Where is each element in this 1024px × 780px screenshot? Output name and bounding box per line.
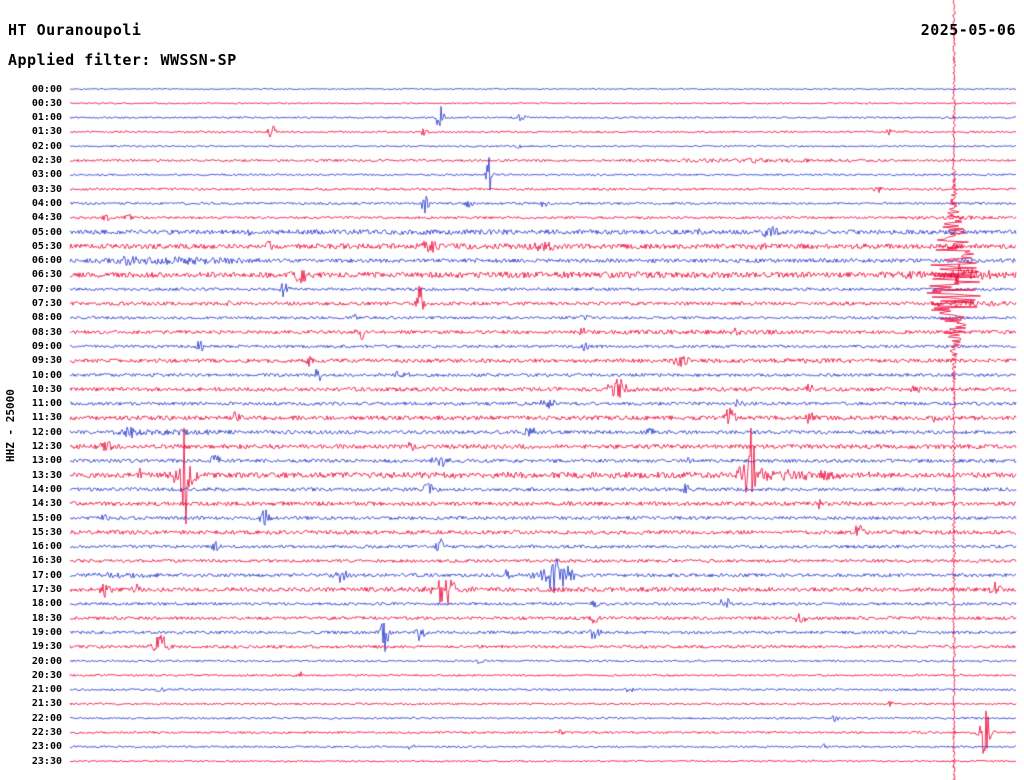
time-label: 16:30 [31, 555, 62, 567]
time-label: 07:30 [31, 298, 62, 309]
time-label: 06:30 [31, 269, 62, 281]
time-label: 05:30 [31, 240, 62, 252]
time-label: 09:30 [31, 355, 62, 367]
time-label: 19:30 [31, 641, 62, 653]
time-label: 20:00 [31, 655, 62, 667]
time-label: 22:30 [31, 727, 62, 738]
time-label: 04:00 [31, 197, 62, 209]
time-label: 07:00 [31, 283, 62, 295]
time-label: 09:00 [31, 340, 62, 352]
time-label: 12:30 [31, 441, 62, 452]
time-label: 11:00 [31, 398, 62, 410]
time-label: 03:00 [31, 169, 62, 181]
filter-label: Applied filter: WWSSN-SP [8, 51, 237, 69]
time-label: 18:30 [31, 612, 62, 624]
station-title: HT Ouranoupoli [8, 21, 142, 39]
time-label: 16:00 [31, 541, 62, 553]
time-label: 19:00 [31, 626, 62, 638]
time-label: 01:30 [31, 126, 62, 138]
time-label: 02:00 [31, 140, 62, 152]
time-label: 23:30 [31, 755, 62, 767]
time-label: 10:00 [31, 369, 62, 381]
time-label: 11:30 [31, 412, 62, 424]
time-label: 00:00 [31, 83, 62, 95]
time-label: 23:00 [31, 741, 62, 753]
time-label: 01:00 [31, 112, 62, 124]
time-label: 03:30 [31, 183, 62, 195]
time-label: 20:30 [31, 669, 62, 681]
time-label: 13:00 [31, 455, 62, 467]
time-label: 02:30 [31, 155, 62, 166]
time-label: 14:00 [31, 483, 62, 495]
time-label: 22:00 [31, 712, 62, 724]
time-label: 00:30 [31, 97, 62, 109]
time-label: 06:00 [31, 255, 62, 267]
time-label: 13:30 [31, 469, 62, 481]
time-label: 04:30 [31, 212, 62, 224]
time-label: 08:00 [31, 312, 62, 324]
time-label: 05:00 [31, 226, 62, 238]
time-label: 10:30 [31, 383, 62, 395]
time-label: 18:00 [31, 598, 62, 610]
time-label: 08:30 [31, 326, 62, 338]
time-label: 12:00 [31, 426, 62, 438]
time-label: 21:00 [31, 684, 62, 696]
time-label: 14:30 [31, 498, 62, 510]
time-label: 15:30 [31, 526, 62, 538]
time-label: 17:00 [31, 569, 62, 581]
time-label: 21:30 [31, 698, 62, 710]
date-label: 2025-05-06 [920, 21, 1016, 39]
time-label: 15:00 [31, 512, 62, 524]
time-label: 17:30 [31, 584, 62, 595]
